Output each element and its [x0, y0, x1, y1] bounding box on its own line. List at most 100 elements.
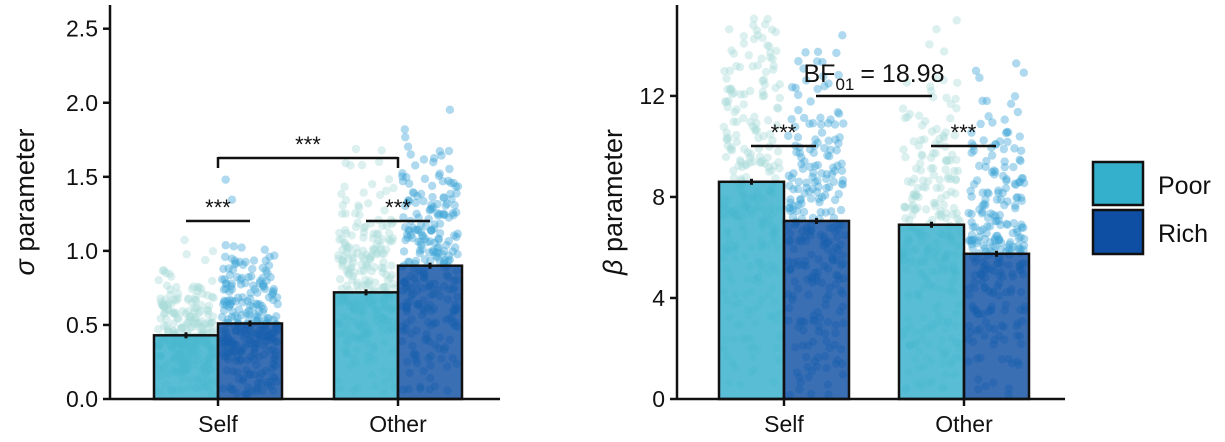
data-point — [998, 188, 1007, 198]
data-point — [427, 204, 436, 214]
data-point — [973, 236, 982, 245]
data-point — [732, 105, 741, 114]
data-point — [722, 74, 731, 83]
data-point — [1015, 155, 1024, 164]
data-point — [763, 153, 772, 162]
data-point — [338, 201, 347, 210]
data-point — [991, 167, 1000, 176]
data-point — [405, 227, 414, 236]
data-point — [786, 195, 795, 204]
data-point — [427, 226, 436, 235]
data-point — [729, 173, 739, 183]
data-point — [741, 172, 751, 182]
data-point — [794, 200, 803, 210]
data-point — [822, 169, 832, 179]
data-point — [194, 322, 203, 332]
data-point — [1004, 245, 1014, 254]
data-point — [363, 199, 373, 208]
data-point — [358, 246, 368, 256]
data-point — [431, 251, 440, 260]
data-point — [978, 96, 987, 106]
data-point — [401, 132, 410, 142]
x-tick-label: Other — [935, 411, 993, 437]
data-point — [991, 242, 1000, 252]
data-point — [205, 319, 214, 329]
data-point — [433, 243, 442, 253]
data-point — [727, 146, 737, 155]
data-point — [161, 295, 170, 304]
data-point — [419, 155, 429, 164]
data-point — [908, 201, 918, 210]
data-point — [381, 186, 391, 196]
data-point — [1015, 177, 1025, 187]
data-point — [931, 199, 940, 208]
data-point — [1017, 220, 1026, 229]
data-point — [939, 47, 949, 56]
bf-sub: 01 — [835, 75, 854, 94]
data-point — [171, 310, 180, 319]
significance-label: *** — [385, 195, 411, 220]
data-point — [812, 187, 822, 197]
data-point — [947, 150, 957, 159]
data-point — [176, 323, 186, 333]
bar-other-rich — [962, 252, 1031, 401]
data-point — [166, 290, 175, 299]
data-point — [183, 319, 192, 329]
data-point — [764, 163, 773, 172]
data-point — [421, 222, 431, 231]
data-point — [724, 133, 733, 143]
data-point — [966, 186, 975, 196]
data-point — [179, 322, 188, 331]
data-point — [752, 26, 762, 35]
data-point — [268, 288, 278, 297]
data-point — [217, 312, 227, 322]
data-point — [1018, 174, 1027, 183]
data-point — [403, 233, 412, 242]
data-point — [1017, 196, 1027, 205]
data-point — [901, 152, 910, 162]
data-point — [360, 281, 370, 290]
data-point — [264, 261, 274, 270]
data-point — [438, 249, 447, 259]
data-point — [351, 243, 361, 253]
data-point — [255, 300, 264, 309]
data-point — [907, 194, 917, 204]
data-point — [434, 235, 444, 244]
data-point — [800, 189, 809, 198]
data-point — [907, 203, 916, 212]
data-point — [159, 302, 169, 311]
data-point — [932, 25, 941, 34]
data-point — [402, 173, 411, 182]
data-point — [914, 141, 923, 150]
data-point — [164, 305, 173, 314]
data-point — [378, 221, 387, 231]
data-point — [834, 109, 844, 118]
data-point — [177, 324, 186, 333]
data-point — [1002, 175, 1011, 184]
data-point — [186, 323, 195, 332]
data-point — [187, 284, 197, 294]
legend: Poor Rich — [1091, 160, 1211, 256]
data-point — [220, 275, 229, 284]
data-point — [965, 235, 974, 245]
data-point — [341, 209, 350, 218]
data-point — [1003, 128, 1013, 137]
data-point — [183, 295, 193, 304]
data-point — [163, 325, 172, 334]
data-point — [375, 190, 385, 200]
data-point — [834, 70, 843, 80]
data-point — [246, 288, 255, 298]
data-point — [166, 285, 175, 294]
data-point — [746, 149, 756, 159]
data-point — [727, 143, 736, 152]
data-point — [946, 114, 955, 123]
data-point — [916, 135, 926, 145]
data-point — [356, 267, 366, 276]
data-point — [154, 325, 163, 334]
data-point — [1010, 92, 1020, 101]
data-point — [1000, 115, 1009, 124]
legend-swatch-poor — [1091, 160, 1145, 207]
data-point — [1016, 156, 1025, 166]
data-point — [434, 234, 443, 243]
data-point — [439, 246, 449, 256]
